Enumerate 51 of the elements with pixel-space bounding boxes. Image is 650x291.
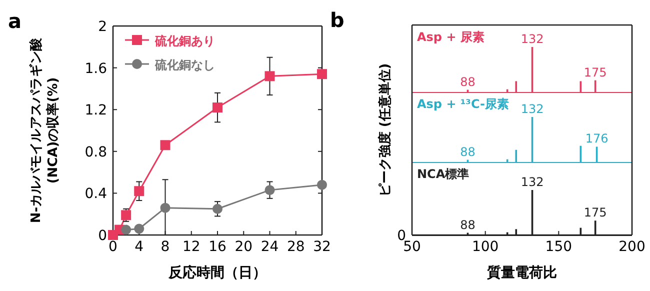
- x-axis-title: 反応時間（日）: [168, 264, 266, 281]
- y-axis-title: ピーク強度 (任意単位): [377, 63, 393, 197]
- annotation: 88: [460, 74, 476, 89]
- text: Asp + 尿素: [417, 30, 484, 44]
- annotation: 175: [584, 206, 607, 220]
- y-tick-label: 0.4: [84, 186, 108, 202]
- x-tick-label: 16: [208, 239, 226, 255]
- annotation: 175: [584, 65, 607, 80]
- y-tick-label: 0: [98, 228, 107, 244]
- y-axis-title: N-カルバモイルアスパラギン酸 (NCA)の収率(%): [28, 36, 61, 224]
- annotation: 132: [520, 102, 544, 116]
- x-tick-label: 150: [545, 239, 572, 255]
- point: [121, 224, 132, 235]
- point: [134, 224, 144, 234]
- y-tick-label: 2: [98, 19, 107, 35]
- point: [134, 186, 144, 196]
- point: [264, 185, 275, 196]
- point: [212, 102, 222, 113]
- point: [160, 140, 170, 150]
- legend-label: 硫化銅あり: [154, 34, 215, 48]
- y-tick-label: 1.6: [84, 60, 108, 77]
- x-tick-label: 12: [182, 239, 200, 255]
- y-tick-label: 0.8: [84, 144, 107, 160]
- annotation: 88: [460, 218, 476, 232]
- text: 0: [397, 228, 406, 244]
- x-tick-label: 0: [108, 239, 118, 255]
- x-tick-label: 32: [313, 239, 331, 255]
- text: a: [8, 9, 22, 33]
- x-axis-title: 質量電荷比: [486, 264, 557, 281]
- x-tick-label: 28: [286, 239, 305, 255]
- annotation: 176: [585, 132, 608, 146]
- point: [212, 204, 222, 214]
- x-tick-label: 200: [618, 239, 646, 255]
- point: [317, 69, 327, 80]
- x-tick-label: 8: [160, 239, 170, 255]
- x-tick-label: 20: [234, 239, 253, 255]
- series-label: Asp + ¹³C-尿素: [417, 97, 510, 111]
- x-tick-label: 100: [472, 239, 499, 255]
- annotation: 88: [460, 144, 476, 159]
- annotation: 132: [520, 175, 544, 189]
- text: b: [330, 8, 344, 32]
- annotation: 132: [520, 32, 544, 46]
- point: [264, 71, 275, 82]
- legend-label: 硫化銅なし: [154, 58, 215, 72]
- x-tick-label: 4: [134, 239, 144, 255]
- point: [160, 202, 170, 213]
- point: [317, 180, 327, 190]
- x-tick-label: 24: [260, 239, 279, 255]
- x-tick-label: 50: [403, 239, 421, 255]
- y-tick-label: 1.2: [84, 102, 107, 119]
- text: NCA標準: [417, 167, 470, 181]
